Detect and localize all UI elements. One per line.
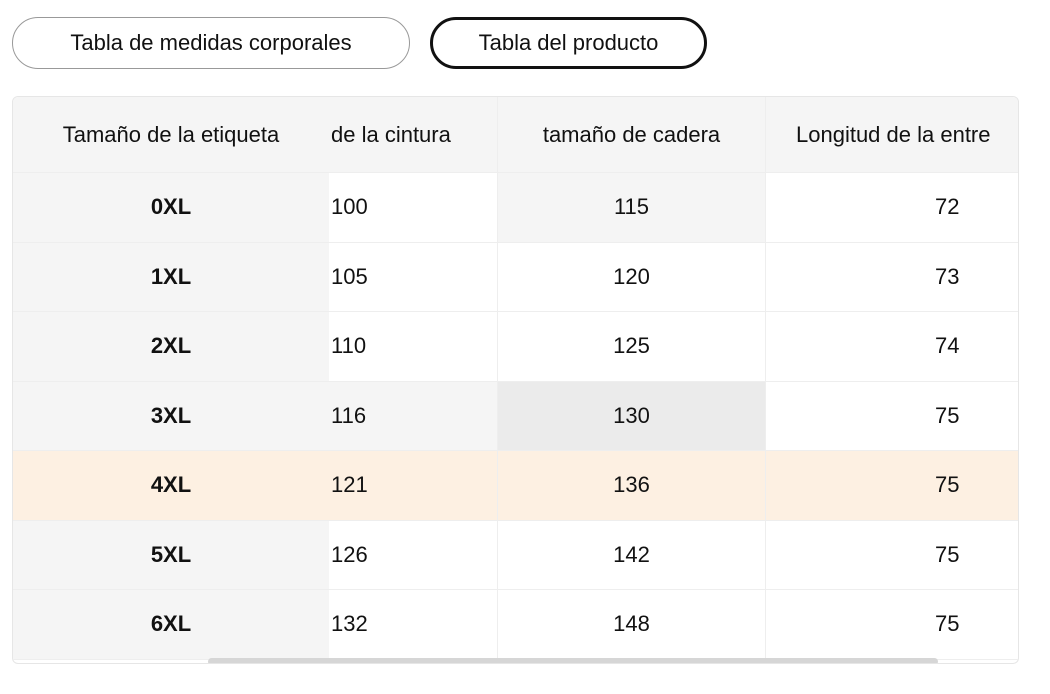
- table-cell: 105: [329, 242, 498, 312]
- table-cell: 72: [766, 173, 1018, 243]
- size-label: 6XL: [13, 590, 329, 660]
- table-cell: 126: [329, 520, 498, 590]
- size-label: 5XL: [13, 520, 329, 590]
- header-cell: Longitud de la entre: [766, 97, 1018, 173]
- table-cell: 121: [329, 451, 498, 521]
- tab[interactable]: Tabla de medidas corporales: [12, 17, 410, 69]
- table-cell: 125: [498, 312, 766, 382]
- size-label: 1XL: [13, 242, 329, 312]
- table-cell: 75: [766, 521, 1018, 590]
- table-cell: 148: [498, 590, 766, 660]
- header-cell: Tamaño de la etiqueta: [13, 97, 329, 173]
- table-cell: 75: [766, 590, 1018, 660]
- size-label: 4XL: [13, 451, 329, 521]
- size-label: 2XL: [13, 312, 329, 382]
- header-cell: de la cintura: [329, 97, 498, 173]
- header-cell: tamaño de cadera: [498, 97, 766, 173]
- table-cell: 116: [329, 381, 498, 451]
- table-cell: 130: [498, 381, 766, 451]
- table-cell: 100: [329, 173, 498, 243]
- table-cell: 73: [766, 243, 1018, 312]
- table-cell: 136: [498, 451, 766, 521]
- table-cell: 120: [498, 242, 766, 312]
- size-label: 3XL: [13, 381, 329, 451]
- table-cell: 142: [498, 520, 766, 590]
- scrollbar[interactable]: [208, 658, 938, 663]
- table-cell: 132: [329, 590, 498, 660]
- table-cell: 110: [329, 312, 498, 382]
- size-label: 0XL: [13, 173, 329, 243]
- table-cell: 75: [766, 451, 1018, 521]
- table-cell: 74: [766, 312, 1018, 382]
- tab-selected[interactable]: Tabla del producto: [430, 17, 707, 69]
- table-cell: 75: [766, 382, 1018, 451]
- size-table: Tamaño de la etiqueta de la cintura tamaño…: [12, 96, 1019, 664]
- table-cell: 115: [498, 173, 766, 243]
